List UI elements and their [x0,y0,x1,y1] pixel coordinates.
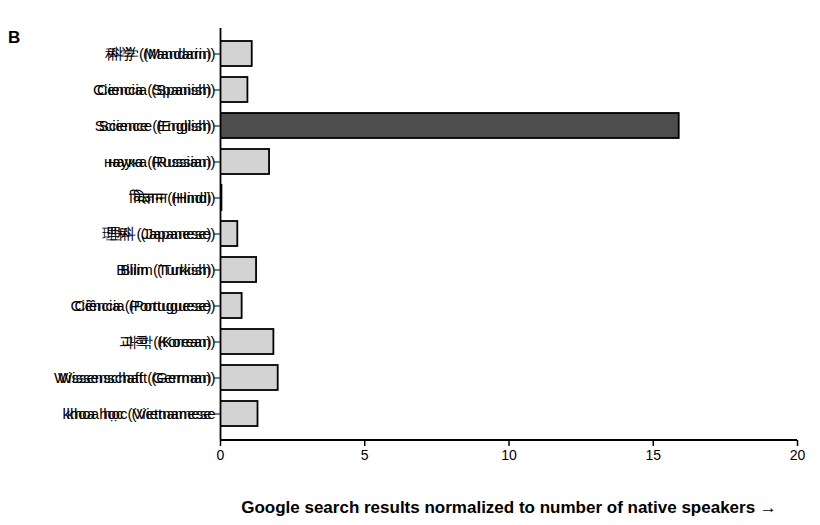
html-text:B: B [8,28,21,47]
svg-text:khoa học (Vietnamese: khoa học (Vietnamese [67,405,216,422]
svg-text:Google search results normaliz: Google search results normalized to numb… [241,498,777,517]
svg-text:Science (English): Science (English) [99,117,216,134]
svg-text:理科 (Japanese): 理科 (Japanese) [106,225,215,242]
svg-text:科学 (Mandarin): 科学 (Mandarin) [109,45,216,62]
svg-text:विज्ञान (Hindi): विज्ञान (Hindi) [133,189,215,206]
svg-text:20: 20 [790,447,806,463]
svg-text:15: 15 [645,447,661,463]
svg-text:наука (Russian): наука (Russian) [108,153,216,170]
svg-text:5: 5 [361,447,369,463]
svg-text:Bilim (Turkish): Bilim (Turkish) [120,261,215,278]
svg-text:Ciencia (Spanish): Ciencia (Spanish) [97,81,215,98]
svg-text:과학 (Korean): 과학 (Korean) [123,333,216,350]
svg-text:10: 10 [501,447,517,463]
svg-text:Wissenschaft (German): Wissenschaft (German) [58,369,216,386]
svg-text:Ciência (Portuguese): Ciência (Portuguese) [75,297,216,314]
svg-text:0: 0 [217,447,225,463]
